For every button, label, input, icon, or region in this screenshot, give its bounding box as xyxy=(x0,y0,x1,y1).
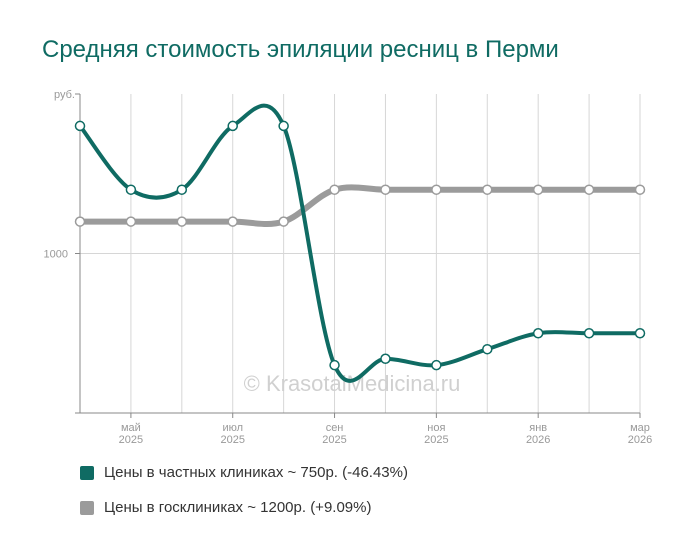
legend-label-private: Цены в частных клиниках ~ 750р. (-46.43%… xyxy=(104,464,408,481)
data-point xyxy=(431,184,442,195)
data-point xyxy=(125,184,137,195)
data-point xyxy=(227,120,238,132)
watermark: © KrasotaiMedicina.ru xyxy=(244,371,461,396)
x-tick-year: 2025 xyxy=(119,434,143,446)
data-point xyxy=(380,184,391,195)
data-point xyxy=(583,184,595,195)
data-point xyxy=(634,184,646,195)
x-tick-year: 2026 xyxy=(526,434,550,446)
x-tick-year: 2025 xyxy=(220,434,244,446)
data-point xyxy=(74,216,86,227)
legend-item-public[interactable]: Цены в госклиниках ~ 1200р. (+9.09%) xyxy=(80,499,371,516)
y-tick-label: 1000 xyxy=(44,249,68,261)
data-point xyxy=(532,328,544,339)
legend-label-public: Цены в госклиниках ~ 1200р. (+9.09%) xyxy=(104,499,372,516)
chart-title: Средняя стоимость эпиляции ресниц в Перм… xyxy=(42,36,559,63)
series-line-1 xyxy=(77,184,643,227)
data-point xyxy=(227,216,238,227)
x-tick-month: май xyxy=(121,422,141,434)
x-tick-year: 2025 xyxy=(322,434,346,446)
y-axis-label: руб. xyxy=(54,89,75,101)
legend-item-private[interactable]: Цены в частных клиниках ~ 750р. (-46.43%… xyxy=(80,464,408,481)
data-point xyxy=(74,120,86,132)
data-point xyxy=(278,216,289,227)
data-point xyxy=(329,184,340,195)
data-point xyxy=(278,120,289,132)
data-point xyxy=(532,184,544,195)
x-tick-month: мар xyxy=(630,422,650,434)
data-point xyxy=(380,353,391,365)
data-point xyxy=(482,184,493,195)
data-point xyxy=(125,216,137,227)
data-point xyxy=(176,216,188,227)
data-point xyxy=(329,359,340,371)
data-point xyxy=(431,359,442,371)
data-point xyxy=(176,184,188,195)
x-tick-month: янв xyxy=(529,422,547,434)
legend-swatch-private xyxy=(80,465,94,480)
data-point xyxy=(634,328,646,339)
x-tick-month: ноя xyxy=(427,422,445,434)
x-tick-year: 2026 xyxy=(628,434,652,446)
x-tick-month: июл xyxy=(222,422,243,434)
series-line-0 xyxy=(78,103,642,383)
x-tick-year: 2025 xyxy=(424,434,448,446)
x-tick-month: сен xyxy=(326,422,344,434)
legend-swatch-public xyxy=(80,500,94,515)
data-point xyxy=(583,328,595,339)
data-point xyxy=(482,343,493,355)
